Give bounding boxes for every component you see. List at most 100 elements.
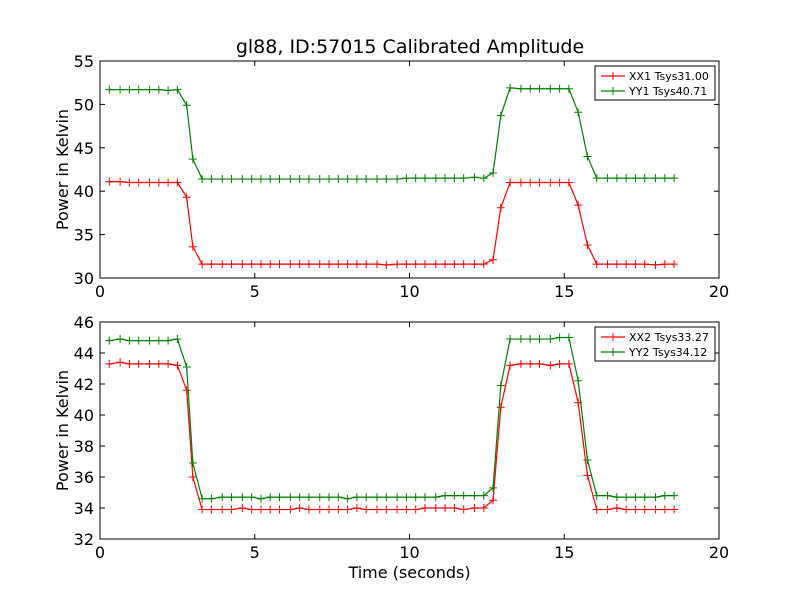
data-point xyxy=(496,111,505,120)
data-point xyxy=(555,359,564,368)
x-tick-label: 5 xyxy=(250,282,260,301)
data-point xyxy=(266,493,275,502)
data-point xyxy=(622,493,631,502)
data-point xyxy=(105,336,114,345)
data-point xyxy=(431,174,440,183)
data-point xyxy=(459,505,468,514)
data-point xyxy=(526,359,535,368)
data-point xyxy=(583,471,592,480)
data-point xyxy=(238,260,247,269)
data-point xyxy=(402,505,411,514)
x-tick-label: 5 xyxy=(250,543,260,562)
data-point xyxy=(154,85,163,94)
data-point xyxy=(506,83,515,92)
chart-title: gl88, ID:57015 Calibrated Amplitude xyxy=(236,36,584,58)
data-point xyxy=(574,201,583,210)
data-point xyxy=(352,493,361,502)
data-point xyxy=(125,359,134,368)
data-point xyxy=(105,177,114,186)
data-point xyxy=(535,178,544,187)
data-point xyxy=(145,178,154,187)
data-point xyxy=(198,260,207,269)
data-point xyxy=(441,504,450,512)
legend-label: XX1 Tsys31.00 xyxy=(629,70,709,83)
data-point xyxy=(325,493,334,502)
data-point xyxy=(479,174,488,183)
data-point xyxy=(670,174,679,183)
data-point xyxy=(154,359,163,368)
data-point xyxy=(218,505,227,514)
data-point xyxy=(603,491,612,500)
data-point xyxy=(182,386,191,395)
data-point xyxy=(640,174,649,183)
y-tick-label: 40 xyxy=(74,182,94,201)
top-panel: 0 5 10 15 20 30 35 40 45 50 55 Power in Kelvin XX1 T… xyxy=(53,52,729,301)
data-point xyxy=(116,85,125,94)
data-point xyxy=(441,174,450,183)
data-point xyxy=(315,505,324,514)
data-point xyxy=(182,362,191,371)
data-point xyxy=(286,260,295,269)
y-axis-label: Power in Kelvin xyxy=(53,370,72,491)
data-point xyxy=(256,494,265,503)
data-point xyxy=(631,505,640,514)
data-point xyxy=(479,491,488,500)
data-point xyxy=(227,505,236,514)
y-tick-label: 32 xyxy=(74,530,94,549)
data-point xyxy=(373,260,382,269)
data-point xyxy=(188,242,197,251)
data-point xyxy=(420,260,429,269)
x-tick-label: 15 xyxy=(554,282,574,301)
data-point xyxy=(489,255,498,264)
x-tick-label: 15 xyxy=(554,543,574,562)
data-point xyxy=(459,260,468,269)
data-point xyxy=(402,260,411,269)
data-point xyxy=(640,260,649,269)
data-point xyxy=(154,336,163,345)
data-point xyxy=(393,260,402,269)
data-point xyxy=(173,85,182,94)
data-point xyxy=(218,493,227,502)
y-tick-label: 36 xyxy=(74,468,94,487)
data-point xyxy=(154,178,163,187)
data-point xyxy=(373,493,382,502)
data-point xyxy=(266,260,275,269)
data-point xyxy=(362,505,371,514)
data-point xyxy=(198,494,207,503)
data-point xyxy=(516,359,525,368)
data-point xyxy=(256,260,265,269)
data-point xyxy=(612,260,621,269)
data-point xyxy=(164,178,173,187)
data-point xyxy=(295,493,304,502)
data-point xyxy=(382,175,391,184)
data-point xyxy=(247,493,256,502)
x-axis-label: Time (seconds) xyxy=(347,563,470,582)
legend-label: YY1 Tsys40.71 xyxy=(628,85,707,98)
data-point xyxy=(441,260,450,269)
data-point xyxy=(592,491,601,500)
y-tick-label: 44 xyxy=(74,344,94,363)
data-point xyxy=(450,174,459,183)
y-tick-label: 46 xyxy=(74,313,94,332)
data-point xyxy=(583,241,592,250)
data-point xyxy=(207,260,216,269)
legend-label: YY2 Tsys34.12 xyxy=(628,346,707,359)
x-tick-label: 10 xyxy=(399,543,419,562)
data-point xyxy=(516,178,525,187)
data-point xyxy=(315,175,324,184)
data-point xyxy=(496,203,505,212)
data-point xyxy=(546,335,555,344)
data-point xyxy=(526,178,535,187)
legend-marker xyxy=(609,333,617,341)
data-point xyxy=(670,260,679,269)
data-point xyxy=(622,260,631,269)
data-point xyxy=(670,505,679,514)
data-point xyxy=(555,84,564,93)
data-point xyxy=(343,505,352,514)
data-point xyxy=(479,504,488,512)
data-point xyxy=(227,493,236,502)
data-point xyxy=(125,336,134,345)
data-point xyxy=(325,505,334,514)
data-point xyxy=(188,155,197,164)
data-point xyxy=(295,175,304,184)
